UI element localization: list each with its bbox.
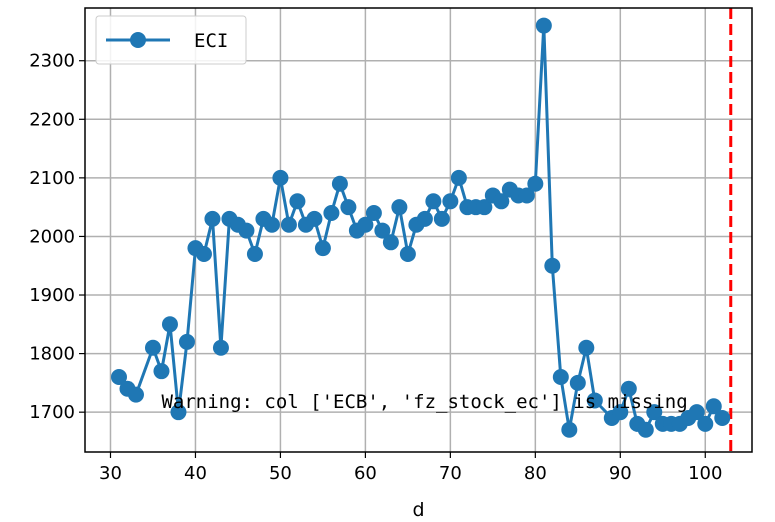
- data-point: [569, 374, 586, 391]
- data-point: [442, 193, 459, 210]
- data-point: [578, 339, 595, 356]
- data-point: [518, 187, 535, 204]
- data-point: [340, 199, 357, 216]
- data-point: [620, 380, 637, 397]
- data-point: [314, 240, 331, 257]
- y-tick-label: 2200: [29, 109, 75, 130]
- plot-frame: [84, 7, 753, 453]
- data-point: [586, 392, 603, 409]
- data-point: [246, 246, 263, 263]
- data-point: [357, 216, 374, 233]
- data-point: [374, 222, 391, 239]
- data-point: [178, 333, 195, 350]
- data-point: [476, 199, 493, 216]
- data-point: [561, 421, 578, 438]
- x-tick-label: 30: [99, 463, 122, 484]
- grid-lines: [85, 8, 752, 452]
- data-point: [323, 205, 340, 222]
- data-point: [705, 398, 722, 415]
- data-point: [714, 410, 731, 427]
- y-tick-label: 1700: [29, 402, 75, 423]
- data-point: [238, 222, 255, 239]
- data-point: [493, 193, 510, 210]
- data-point: [331, 175, 348, 192]
- legend: ECI: [95, 15, 247, 65]
- series-layer: [110, 17, 731, 438]
- x-tick-label: 100: [688, 463, 722, 484]
- legend-series-marker: [130, 32, 146, 48]
- data-point: [306, 210, 323, 227]
- data-point: [212, 339, 229, 356]
- x-axis-ticks: 30 40 50 60 70 80 90 100: [99, 452, 722, 484]
- data-point: [263, 216, 280, 233]
- x-tick-label: 80: [524, 463, 547, 484]
- data-point: [289, 193, 306, 210]
- data-point: [280, 216, 297, 233]
- y-tick-label: 1900: [29, 285, 75, 306]
- data-point: [697, 415, 714, 432]
- data-point: [425, 193, 442, 210]
- data-point: [416, 210, 433, 227]
- data-point: [170, 404, 187, 421]
- data-point: [391, 199, 408, 216]
- data-point: [399, 246, 416, 263]
- data-point: [110, 369, 127, 386]
- data-point: [612, 404, 629, 421]
- data-point: [433, 210, 450, 227]
- data-point: [365, 205, 382, 222]
- y-tick-label: 1800: [29, 344, 75, 365]
- data-point: [646, 404, 663, 421]
- data-point: [161, 316, 178, 333]
- x-axis-label: d: [412, 499, 424, 521]
- legend-box: [95, 15, 247, 65]
- y-tick-label: 2000: [29, 226, 75, 247]
- data-point: [195, 246, 212, 263]
- warning-annotation: Warning: col ['ECB', 'fz_stock_ec'] is m…: [161, 391, 687, 413]
- data-point: [527, 175, 544, 192]
- data-point: [382, 234, 399, 251]
- data-point: [204, 210, 221, 227]
- data-point: [144, 339, 161, 356]
- data-point: [127, 386, 144, 403]
- y-tick-label: 2100: [29, 168, 75, 189]
- data-point: [544, 257, 561, 274]
- data-point: [688, 404, 705, 421]
- data-point: [637, 421, 654, 438]
- data-point: [153, 363, 170, 380]
- x-tick-label: 90: [609, 463, 632, 484]
- data-point: [552, 369, 569, 386]
- data-point: [535, 17, 552, 34]
- x-tick-label: 50: [269, 463, 292, 484]
- y-axis-ticks: 1700 1800 1900 2000 2100 2200 2300: [29, 51, 85, 423]
- y-tick-label: 2300: [29, 51, 75, 72]
- legend-series-label: ECI: [194, 30, 228, 52]
- x-tick-label: 60: [354, 463, 377, 484]
- x-tick-label: 40: [184, 463, 207, 484]
- data-point: [272, 169, 289, 186]
- data-point: [450, 169, 467, 186]
- x-tick-label: 70: [439, 463, 462, 484]
